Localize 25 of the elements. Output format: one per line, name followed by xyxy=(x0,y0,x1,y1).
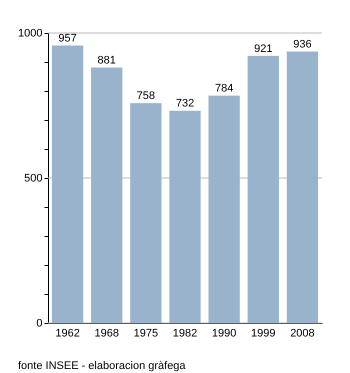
x-tick-label: 1999 xyxy=(251,328,276,340)
data-label: 784 xyxy=(214,82,234,95)
bar xyxy=(91,68,122,323)
source-note: fonte INSEE - elaboracion gràfega xyxy=(18,360,186,372)
y-tick-label: 1000 xyxy=(18,28,42,40)
bar xyxy=(169,110,201,323)
bar xyxy=(208,96,240,323)
x-tick-label: 1990 xyxy=(212,328,236,340)
bar xyxy=(286,52,318,323)
bar xyxy=(130,103,162,323)
data-label: 881 xyxy=(98,54,116,67)
x-tick-label: 1962 xyxy=(55,328,80,340)
bar xyxy=(248,56,279,323)
data-label: 758 xyxy=(136,90,156,102)
data-label: 957 xyxy=(58,32,77,44)
x-tick-label: 1968 xyxy=(94,328,119,340)
bar xyxy=(52,45,84,323)
y-tick-label: 0 xyxy=(36,318,42,330)
x-tick-label: 1982 xyxy=(172,328,198,340)
y-tick-label: 500 xyxy=(24,172,42,184)
data-label: 936 xyxy=(293,38,312,51)
data-label: 921 xyxy=(254,42,272,55)
data-label: 732 xyxy=(176,98,194,110)
x-tick-label: 2008 xyxy=(290,328,315,340)
x-tick-label: 1975 xyxy=(134,328,158,340)
